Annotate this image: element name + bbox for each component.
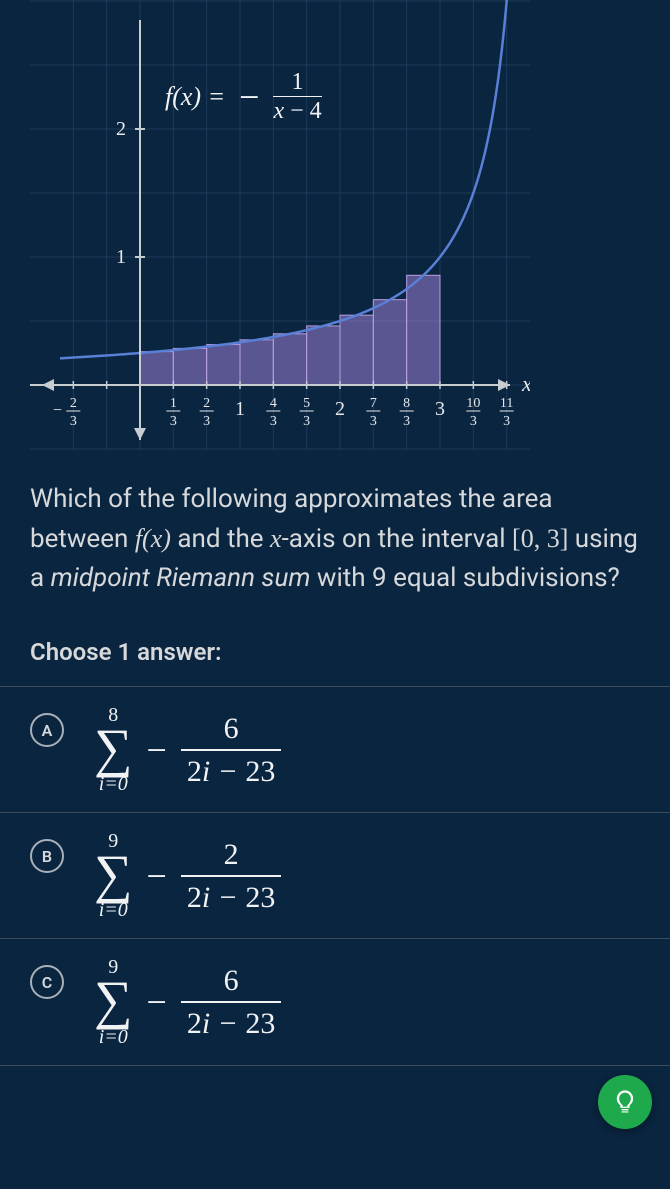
answer-option-b[interactable]: B 9∑i=0−22i − 23 [0,812,670,938]
svg-text:3: 3 [403,414,410,429]
svg-text:3: 3 [370,414,377,429]
formula-numerator: 1 [292,70,304,96]
chart-container: 12123−23132343537383103113x f(x) = − 1 x… [30,0,530,450]
svg-text:3: 3 [203,414,210,429]
answer-radio-c[interactable]: C [30,965,64,999]
svg-text:10: 10 [466,396,480,411]
svg-text:5: 5 [303,396,310,411]
question-text: Which of the following approximates the … [0,450,670,598]
svg-text:3: 3 [303,414,310,429]
svg-text:3: 3 [270,414,277,429]
svg-text:3: 3 [435,398,445,420]
function-formula: f(x) = − 1 x − 4 [165,70,322,123]
answer-formula: 9∑i=0−22i − 23 [94,831,281,920]
answer-formula: 8∑i=0−62i − 23 [94,705,281,794]
riemann-chart: 12123−23132343537383103113x [30,0,530,450]
choose-answer-label: Choose 1 answer: [0,598,670,686]
answer-list: A 8∑i=0−62i − 23 B 9∑i=0−22i − 23 C 9∑i=0−62i… [0,686,670,1066]
answer-radio-a[interactable]: A [30,713,64,747]
svg-text:x: x [521,371,530,396]
formula-fraction: 1 x − 4 [273,70,321,123]
lightbulb-icon [611,1088,639,1116]
svg-text:3: 3 [70,414,77,429]
svg-text:3: 3 [470,414,477,429]
svg-text:−: − [53,402,62,419]
answer-formula: 9∑i=0−62i − 23 [94,957,281,1046]
svg-text:8: 8 [403,396,410,411]
formula-denominator: x − 4 [273,96,321,123]
svg-text:1: 1 [170,396,177,411]
svg-text:2: 2 [335,398,345,420]
formula-minus: − [233,76,265,118]
svg-text:11: 11 [500,396,513,411]
answer-radio-b[interactable]: B [30,839,64,873]
answer-option-c[interactable]: C 9∑i=0−62i − 23 [0,938,670,1065]
formula-lhs: f(x) = [165,82,225,112]
svg-text:3: 3 [503,414,510,429]
answer-option-a[interactable]: A 8∑i=0−62i − 23 [0,686,670,812]
svg-text:2: 2 [203,396,210,411]
svg-text:3: 3 [170,414,177,429]
svg-text:2: 2 [70,396,77,411]
svg-text:2: 2 [116,118,126,140]
svg-text:1: 1 [116,246,126,268]
svg-text:7: 7 [370,396,377,411]
svg-text:1: 1 [235,398,245,420]
hint-button[interactable] [598,1075,652,1129]
svg-text:4: 4 [270,396,277,411]
